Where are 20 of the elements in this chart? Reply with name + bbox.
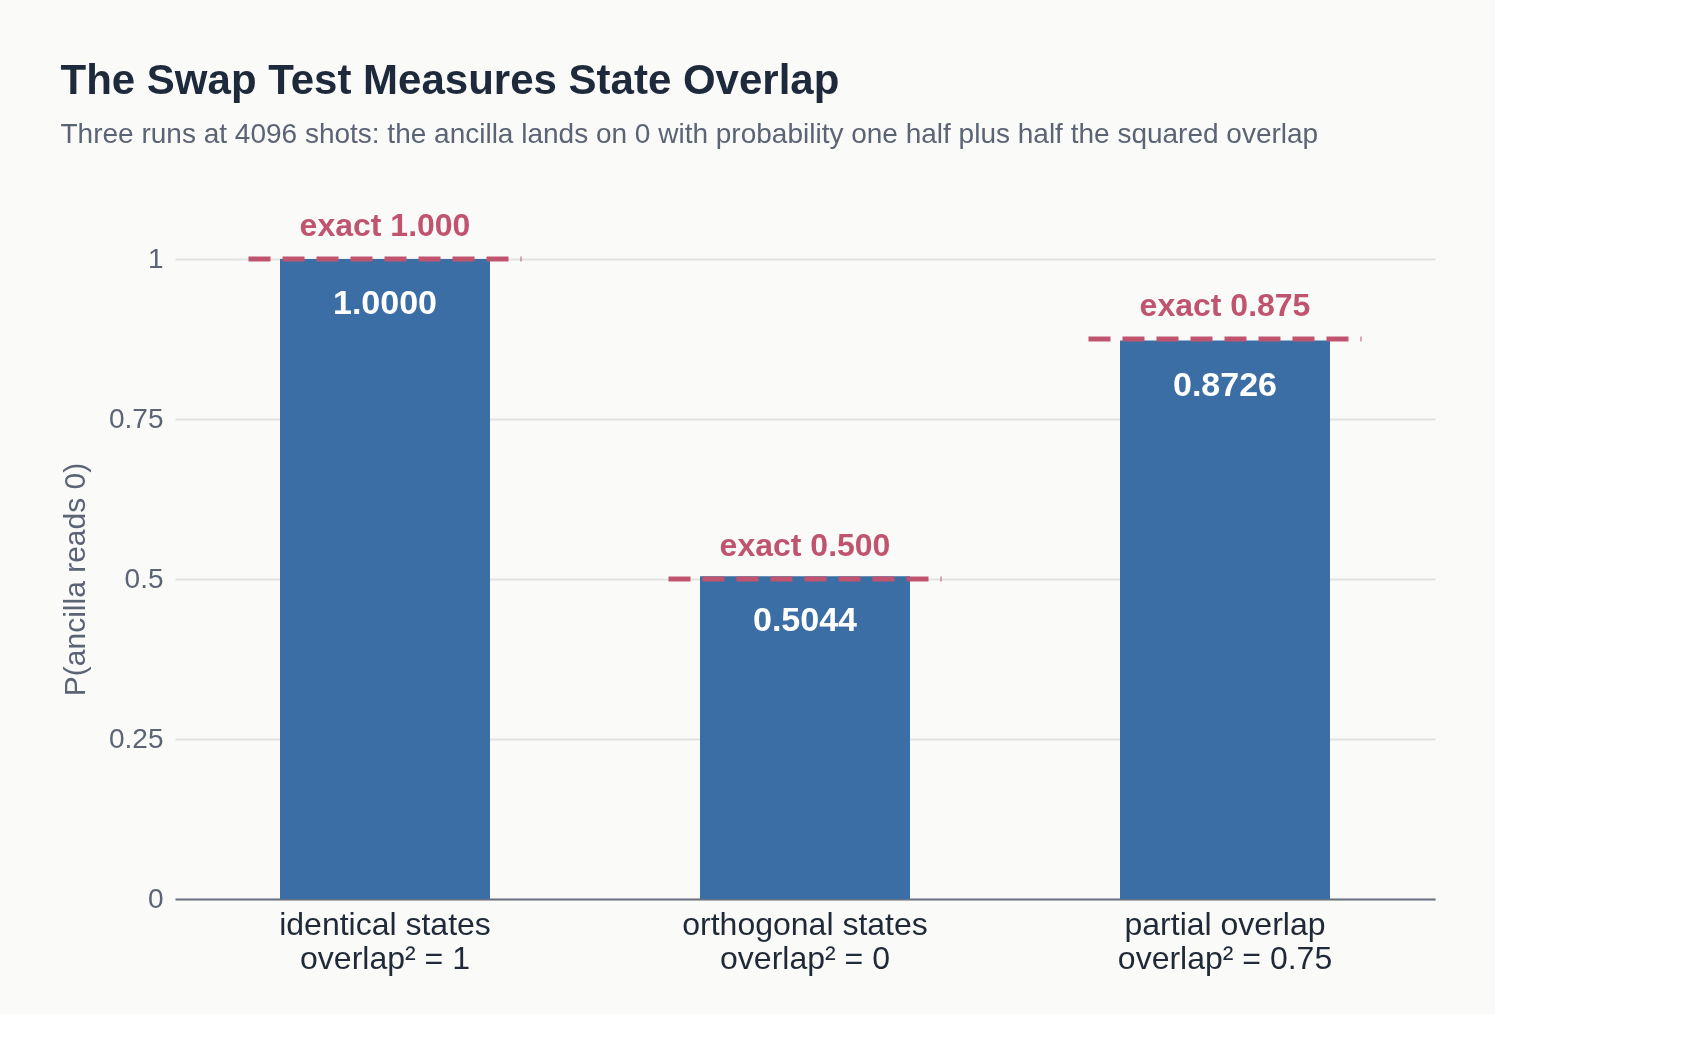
y-tick-label: 0.5 — [124, 562, 164, 594]
data-label: 1.0000 — [333, 283, 437, 321]
data-label: 0.5044 — [753, 600, 858, 639]
chart-subtitle: Three runs at 4096 shots: the ancilla lands on 0 with probability one half plus half the squared overlap — [60, 118, 1319, 149]
x-tick-label: orthogonal states overlap² = 0 — [682, 905, 928, 976]
y-tick-label: 1 — [147, 242, 164, 274]
ref-line-label: exact 0.875 — [1139, 287, 1311, 323]
chart-title: The Swap Test Measures State Overlap — [60, 56, 840, 103]
bar — [280, 259, 490, 899]
y-axis-title: P(ancilla reads 0) — [58, 462, 91, 697]
ref-line-label: exact 1.000 — [299, 207, 471, 243]
y-tick-label: 0.75 — [109, 402, 164, 434]
bar — [700, 576, 910, 899]
x-tick-label: identical states overlap² = 1 — [279, 905, 491, 976]
y-tick-label: 0.25 — [109, 722, 164, 754]
y-tick-label: 0 — [147, 882, 164, 914]
data-label: 0.8726 — [1173, 364, 1277, 403]
ref-line-label: exact 0.500 — [719, 527, 891, 563]
bar — [1120, 340, 1330, 899]
x-tick-label: partial overlap overlap² = 0.75 — [1117, 905, 1333, 976]
